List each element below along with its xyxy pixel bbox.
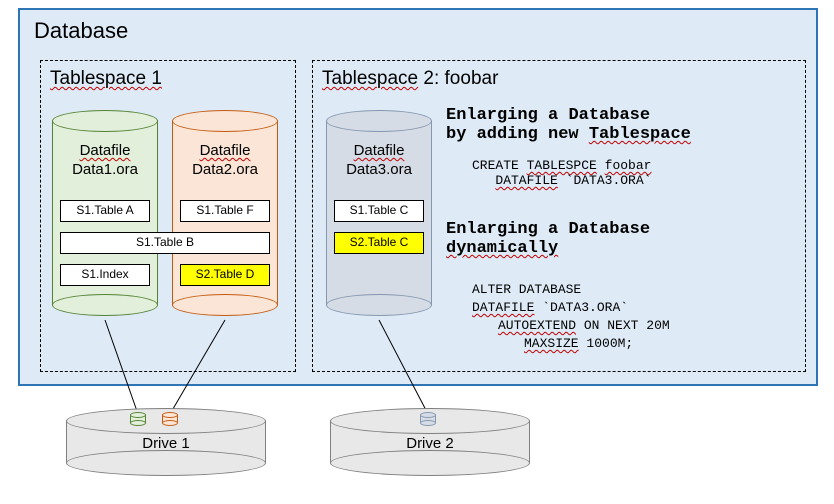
cross-segment-table-b: S1.Table B bbox=[60, 232, 270, 254]
datafile-label: Datafile bbox=[52, 142, 158, 159]
code-alter-c2_3: AUTOEXTEND ON NEXT 20M bbox=[498, 318, 670, 333]
database-title: Database bbox=[34, 18, 128, 44]
datafile-filename: Data1.ora bbox=[52, 161, 158, 178]
df1-segment-1: S1.Index bbox=[60, 264, 150, 286]
df2-segment-1: S2.Table D bbox=[180, 264, 270, 286]
datafile-label: Datafile bbox=[326, 142, 432, 159]
code-alter-c2_2: DATAFILE `DATA3.ORA` bbox=[472, 300, 628, 315]
df3-segment-1: S2.Table C bbox=[334, 232, 424, 254]
code-alter-c2_1: ALTER DATABASE bbox=[472, 282, 581, 297]
df3-segment-0: S1.Table C bbox=[334, 200, 424, 222]
df1-segment-0: S1.Table A bbox=[60, 200, 150, 222]
drive-1-plug-2 bbox=[162, 412, 178, 426]
datafile-label: Datafile bbox=[172, 142, 278, 159]
datafile-filename: Data3.ora bbox=[326, 161, 432, 178]
tablespace-2-title: Tablespace 2: foobar bbox=[322, 68, 498, 90]
code-alter-c2_4: MAXSIZE 1000M; bbox=[524, 336, 633, 351]
heading-h1: Enlarging a Databaseby adding new Tables… bbox=[446, 106, 691, 144]
df2-segment-0: S1.Table F bbox=[180, 200, 270, 222]
drive-2-plug-1 bbox=[420, 412, 436, 426]
heading-h2: Enlarging a Databasedynamically bbox=[446, 220, 650, 258]
tablespace-1-title: Tablespace 1 bbox=[50, 68, 162, 90]
drive-1-plug-1 bbox=[130, 412, 146, 426]
drive-label: Drive 2 bbox=[330, 435, 530, 452]
diagram-canvas: Database Tablespace 1 Tablespace 2: foob… bbox=[0, 0, 834, 504]
datafile-filename: Data2.ora bbox=[172, 161, 278, 178]
drive-label: Drive 1 bbox=[66, 435, 266, 452]
code-create-tablespace: CREATE TABLESPCE foobar DATAFILE `DATA3.… bbox=[472, 158, 651, 188]
